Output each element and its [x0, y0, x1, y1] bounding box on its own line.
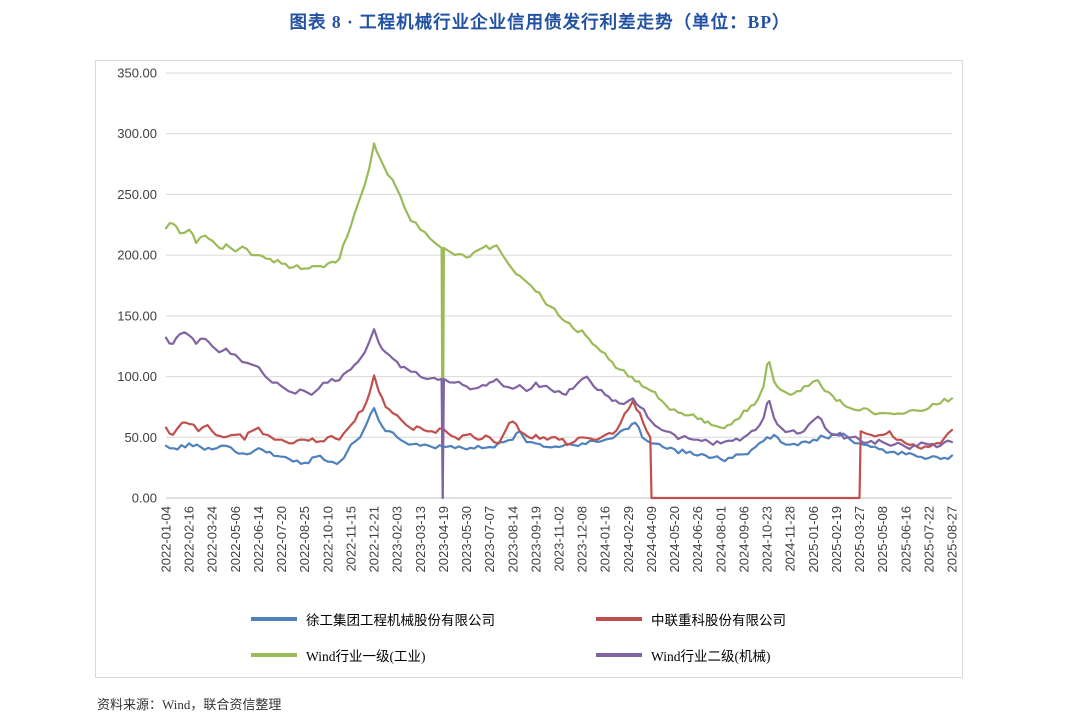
svg-text:2022-01-04: 2022-01-04: [159, 506, 174, 573]
svg-text:100.00: 100.00: [117, 369, 157, 384]
svg-text:0.00: 0.00: [132, 491, 157, 506]
source-note: 资料来源：Wind，联合资信整理: [97, 697, 282, 712]
svg-text:350.00: 350.00: [117, 66, 157, 81]
svg-text:2023-05-30: 2023-05-30: [459, 506, 474, 573]
svg-text:2025-08-27: 2025-08-27: [945, 506, 960, 573]
legend-label-zoomlion: 中联重科股份有限公司: [651, 613, 786, 628]
legend-label-xcmg: 徐工集团工程机械股份有限公司: [306, 613, 495, 628]
svg-text:2023-11-02: 2023-11-02: [552, 506, 567, 572]
svg-text:2025-06-16: 2025-06-16: [898, 506, 913, 573]
svg-text:2024-10-23: 2024-10-23: [760, 506, 775, 573]
svg-text:2023-04-19: 2023-04-19: [436, 506, 451, 573]
legend-item-wind-industry: Wind行业一级(工业): [251, 645, 596, 665]
svg-text:2023-07-07: 2023-07-07: [482, 506, 497, 573]
svg-text:150.00: 150.00: [117, 308, 157, 323]
svg-text:2023-03-13: 2023-03-13: [413, 506, 428, 573]
svg-text:2025-02-19: 2025-02-19: [829, 506, 844, 573]
svg-text:2023-12-08: 2023-12-08: [575, 506, 590, 573]
legend-row-1: 徐工集团工程机械股份有限公司 中联重科股份有限公司: [251, 609, 962, 629]
svg-text:2024-02-29: 2024-02-29: [621, 506, 636, 573]
legend-item-zoomlion: 中联重科股份有限公司: [596, 609, 786, 629]
svg-text:2023-09-19: 2023-09-19: [528, 506, 543, 573]
chart-container: 0.00 50.00 100.00 150.00 200.00 250.00 300.00 3…: [95, 60, 963, 678]
legend-swatch-wind-industry-line-icon: [251, 653, 297, 657]
svg-text:2022-02-16: 2022-02-16: [182, 506, 197, 573]
chart-title: 图表 8 · 工程机械行业企业信用债发行利差走势（单位：BP）: [289, 12, 791, 32]
svg-text:2022-06-14: 2022-06-14: [251, 506, 266, 573]
legend-label-wind-machinery: Wind行业二级(机械): [651, 649, 771, 664]
svg-text:2025-07-22: 2025-07-22: [921, 506, 936, 573]
svg-text:2022-10-10: 2022-10-10: [320, 506, 335, 573]
legend-item-xcmg: 徐工集团工程机械股份有限公司: [251, 609, 596, 629]
svg-text:300.00: 300.00: [117, 126, 157, 141]
chart-svg: 0.00 50.00 100.00 150.00 200.00 250.00 300.00 3…: [117, 66, 960, 573]
svg-text:2024-11-28: 2024-11-28: [783, 506, 798, 572]
svg-text:2022-03-24: 2022-03-24: [205, 506, 220, 573]
svg-text:250.00: 250.00: [117, 187, 157, 202]
svg-text:2025-03-27: 2025-03-27: [852, 506, 867, 573]
svg-text:2022-08-25: 2022-08-25: [297, 506, 312, 573]
svg-text:2022-05-06: 2022-05-06: [228, 506, 243, 573]
chart-legend: 徐工集团工程机械股份有限公司 中联重科股份有限公司 Wind行业一级(工业) W…: [96, 601, 962, 665]
legend-row-2: Wind行业一级(工业) Wind行业二级(机械): [251, 645, 962, 665]
svg-text:2025-01-06: 2025-01-06: [806, 506, 821, 573]
svg-text:2024-08-01: 2024-08-01: [713, 506, 728, 573]
legend-swatch-xcmg-line-icon: [251, 617, 297, 621]
svg-text:2024-04-09: 2024-04-09: [644, 506, 659, 573]
svg-text:2024-06-26: 2024-06-26: [690, 506, 705, 573]
legend-label-wind-industry: Wind行业一级(工业): [306, 649, 426, 664]
svg-text:2022-07-20: 2022-07-20: [274, 506, 289, 573]
svg-text:2025-05-08: 2025-05-08: [875, 506, 890, 573]
legend-swatch-wind-machinery-line-icon: [596, 653, 642, 657]
svg-text:200.00: 200.00: [117, 248, 157, 263]
svg-text:2024-05-20: 2024-05-20: [667, 506, 682, 573]
svg-text:50.00: 50.00: [124, 430, 157, 445]
legend-swatch-zoomlion-line-icon: [596, 617, 642, 621]
svg-text:2023-08-14: 2023-08-14: [505, 506, 520, 573]
svg-text:2022-12-21: 2022-12-21: [367, 506, 382, 573]
legend-item-wind-machinery: Wind行业二级(机械): [596, 645, 770, 665]
svg-text:2024-09-06: 2024-09-06: [736, 506, 751, 573]
svg-text:2022-11-15: 2022-11-15: [343, 506, 358, 572]
svg-text:2024-01-16: 2024-01-16: [598, 506, 613, 573]
svg-text:2023-02-03: 2023-02-03: [390, 506, 405, 573]
